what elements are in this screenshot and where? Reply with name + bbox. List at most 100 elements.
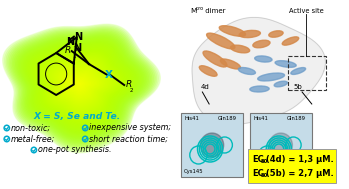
Text: one-pot synthesis.: one-pot synthesis. bbox=[38, 146, 111, 154]
Text: short reaction time;: short reaction time; bbox=[89, 135, 168, 143]
Polygon shape bbox=[39, 53, 121, 120]
Polygon shape bbox=[53, 64, 107, 107]
Ellipse shape bbox=[275, 61, 296, 67]
Polygon shape bbox=[23, 40, 139, 135]
Polygon shape bbox=[6, 27, 157, 150]
Text: X: X bbox=[104, 70, 112, 80]
Text: pro: pro bbox=[195, 6, 204, 11]
Circle shape bbox=[200, 133, 224, 157]
Polygon shape bbox=[27, 43, 134, 131]
Text: Gln189: Gln189 bbox=[218, 116, 237, 121]
Ellipse shape bbox=[231, 45, 250, 53]
Polygon shape bbox=[78, 83, 81, 85]
Polygon shape bbox=[73, 79, 86, 90]
Text: EC: EC bbox=[253, 169, 265, 177]
Polygon shape bbox=[75, 80, 84, 88]
Text: Active site: Active site bbox=[289, 8, 323, 14]
Text: Cys145: Cys145 bbox=[184, 169, 203, 174]
Polygon shape bbox=[69, 76, 91, 94]
Text: N: N bbox=[75, 32, 83, 42]
Text: non-toxic;: non-toxic; bbox=[11, 123, 51, 132]
Polygon shape bbox=[15, 34, 147, 142]
Ellipse shape bbox=[274, 81, 288, 87]
Polygon shape bbox=[76, 82, 83, 87]
Ellipse shape bbox=[219, 26, 245, 36]
Polygon shape bbox=[49, 60, 112, 112]
Ellipse shape bbox=[207, 33, 235, 49]
Text: 50: 50 bbox=[260, 173, 268, 178]
Ellipse shape bbox=[291, 68, 306, 74]
Polygon shape bbox=[26, 42, 136, 132]
Polygon shape bbox=[12, 31, 150, 145]
Polygon shape bbox=[61, 70, 99, 101]
Polygon shape bbox=[18, 36, 144, 139]
Ellipse shape bbox=[255, 56, 272, 62]
Polygon shape bbox=[64, 72, 96, 98]
Polygon shape bbox=[9, 29, 154, 147]
Polygon shape bbox=[36, 50, 125, 122]
Ellipse shape bbox=[239, 30, 260, 38]
Bar bbox=[250, 113, 312, 177]
Polygon shape bbox=[52, 63, 109, 109]
Text: 50: 50 bbox=[260, 159, 268, 164]
Polygon shape bbox=[72, 78, 88, 91]
Text: metal-free;: metal-free; bbox=[11, 135, 55, 143]
Bar bbox=[181, 113, 243, 177]
Polygon shape bbox=[30, 46, 131, 128]
Text: His41: His41 bbox=[254, 116, 269, 121]
Text: Gln189: Gln189 bbox=[287, 116, 306, 121]
Ellipse shape bbox=[258, 73, 284, 81]
Text: X = S, Se and Te.: X = S, Se and Te. bbox=[34, 112, 121, 122]
Polygon shape bbox=[38, 52, 123, 121]
Ellipse shape bbox=[203, 51, 227, 67]
FancyBboxPatch shape bbox=[248, 149, 336, 183]
Polygon shape bbox=[3, 24, 160, 153]
Polygon shape bbox=[24, 41, 138, 133]
Polygon shape bbox=[59, 68, 101, 102]
Polygon shape bbox=[46, 58, 115, 114]
Text: 2: 2 bbox=[129, 88, 133, 93]
Text: N: N bbox=[66, 37, 74, 47]
Text: Cys145: Cys145 bbox=[253, 169, 272, 174]
Polygon shape bbox=[47, 59, 113, 113]
Ellipse shape bbox=[269, 31, 283, 37]
Polygon shape bbox=[21, 39, 141, 136]
Polygon shape bbox=[70, 77, 89, 92]
Ellipse shape bbox=[253, 40, 270, 48]
Text: R: R bbox=[126, 80, 132, 88]
Polygon shape bbox=[50, 61, 110, 110]
Polygon shape bbox=[44, 57, 117, 116]
Polygon shape bbox=[10, 30, 152, 146]
Polygon shape bbox=[34, 48, 128, 125]
Text: 5b: 5b bbox=[294, 84, 303, 90]
Polygon shape bbox=[66, 73, 94, 96]
Polygon shape bbox=[192, 17, 325, 125]
Text: M: M bbox=[190, 8, 196, 14]
Polygon shape bbox=[14, 33, 149, 143]
Polygon shape bbox=[35, 49, 126, 124]
Ellipse shape bbox=[220, 59, 240, 69]
Text: (4d) = 1,3 μM.: (4d) = 1,3 μM. bbox=[263, 154, 334, 163]
Polygon shape bbox=[16, 35, 146, 140]
Text: inexpensive system;: inexpensive system; bbox=[89, 123, 171, 132]
Polygon shape bbox=[7, 28, 155, 149]
Polygon shape bbox=[43, 55, 118, 117]
Polygon shape bbox=[29, 45, 133, 129]
Polygon shape bbox=[20, 37, 142, 138]
Text: 1: 1 bbox=[72, 54, 75, 59]
Polygon shape bbox=[32, 47, 129, 127]
Text: His41: His41 bbox=[185, 116, 200, 121]
Polygon shape bbox=[41, 54, 120, 118]
Ellipse shape bbox=[199, 66, 217, 76]
Polygon shape bbox=[58, 67, 102, 103]
Ellipse shape bbox=[238, 67, 255, 74]
Polygon shape bbox=[57, 66, 104, 105]
Ellipse shape bbox=[282, 37, 299, 45]
Text: (5b) = 2,7 μM.: (5b) = 2,7 μM. bbox=[263, 169, 334, 177]
Text: N: N bbox=[74, 43, 82, 53]
Text: R: R bbox=[65, 46, 71, 55]
Circle shape bbox=[269, 133, 292, 157]
Polygon shape bbox=[67, 74, 92, 95]
Ellipse shape bbox=[250, 86, 269, 92]
Polygon shape bbox=[55, 65, 105, 106]
